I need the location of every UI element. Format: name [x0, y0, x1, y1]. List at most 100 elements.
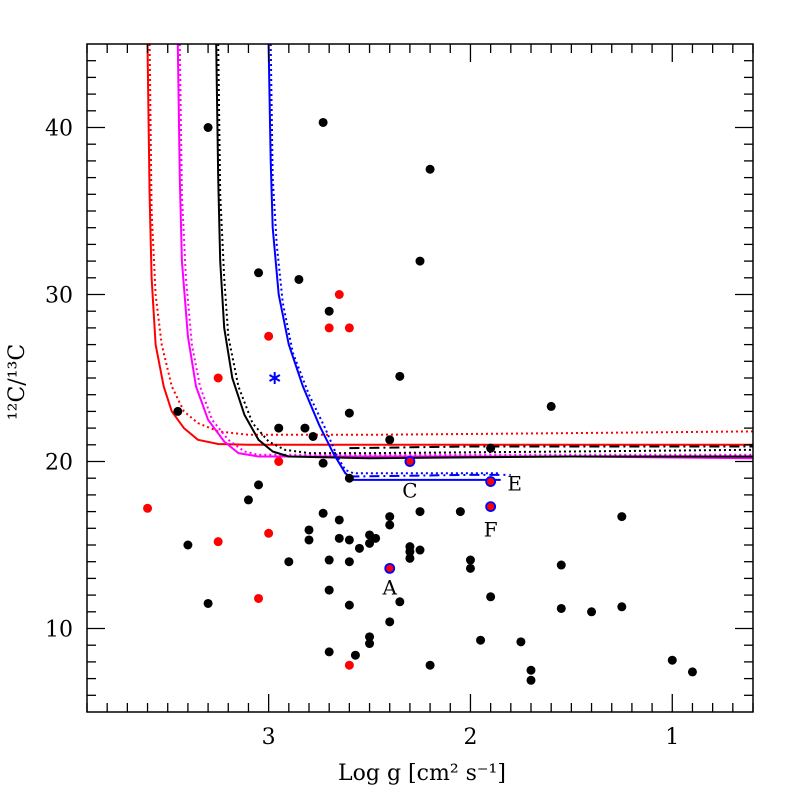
black-data-point [617, 602, 627, 612]
red-data-point [213, 373, 223, 383]
labelled-point-f [485, 501, 497, 512]
black-data-point [254, 268, 264, 278]
black-data-point [405, 553, 415, 563]
black-data-point [344, 535, 354, 545]
black-data-point [344, 473, 354, 483]
black-data-point [465, 555, 475, 565]
black-data-point [516, 637, 526, 647]
black-data-point [203, 598, 213, 608]
plot-border [86, 43, 754, 713]
labelled-point-c [404, 456, 416, 467]
black-data-point [556, 560, 566, 570]
y-tick-label: 10 [45, 618, 73, 643]
point-label-c: C [402, 479, 417, 503]
point-label-f: F [484, 518, 498, 542]
black-data-point [455, 507, 465, 517]
black-data-point [587, 607, 597, 617]
black-data-point [344, 600, 354, 610]
data-points [143, 117, 697, 685]
black-data-point [546, 401, 556, 411]
point-label-a: A [382, 575, 398, 599]
black-data-point [324, 555, 334, 565]
black-data-point [243, 495, 253, 505]
black-data-point [274, 423, 284, 433]
model-curve-red-model [146, 44, 753, 446]
model-curve-black-model-dash-dot- [349, 445, 753, 450]
labelled-point-a [384, 562, 396, 574]
black-data-point [324, 585, 334, 595]
y-tick-label: 20 [45, 451, 73, 476]
black-data-point [183, 540, 193, 550]
red-data-point [344, 323, 354, 333]
model-curve-blue-model-dotted- [269, 44, 501, 475]
model-curve-red-model-dotted- [148, 44, 753, 436]
x-tick-label: 2 [463, 725, 477, 750]
red-data-point [324, 323, 334, 333]
black-data-point [385, 435, 395, 445]
black-data-point [304, 525, 314, 535]
black-data-point [395, 597, 405, 607]
black-data-point [425, 164, 435, 174]
tick-labels: 3 2 1 10 20 30 40 [45, 117, 679, 751]
black-data-point [425, 660, 435, 670]
black-data-point [254, 480, 264, 490]
black-data-point [334, 515, 344, 525]
point-label-e: E [507, 472, 522, 496]
black-data-point [476, 635, 486, 645]
black-data-point [365, 538, 375, 548]
plot-frame [86, 43, 754, 713]
black-data-point [395, 371, 405, 381]
black-data-point [284, 557, 294, 567]
black-data-point [486, 443, 496, 453]
black-data-point [687, 667, 697, 677]
x-tick-label: 3 [262, 725, 276, 750]
black-data-point [318, 117, 328, 127]
black-data-point [667, 655, 677, 665]
point-annotations: A C EF [382, 472, 522, 600]
red-data-point [274, 457, 284, 466]
model-curve-blue-model [267, 44, 501, 481]
black-data-point [354, 543, 364, 553]
black-data-point [308, 431, 318, 441]
black-data-point [385, 512, 395, 522]
axis-ticks [86, 44, 754, 712]
black-data-point [294, 274, 304, 284]
black-data-point [324, 306, 334, 316]
red-data-point [344, 660, 354, 670]
red-data-point [264, 528, 274, 538]
black-data-point [415, 256, 425, 266]
red-data-point [264, 331, 274, 341]
y-tick-label: 40 [45, 117, 73, 142]
black-data-point [371, 533, 381, 543]
black-data-point [385, 617, 395, 627]
model-curve-blue-model-dash-dot- [349, 473, 511, 478]
model-curve-black-model [215, 44, 753, 460]
red-data-point [143, 503, 153, 513]
black-data-point [365, 632, 375, 642]
black-data-point [405, 547, 415, 557]
blue-asterisk-point [268, 372, 281, 384]
black-data-point [556, 603, 566, 613]
black-data-point [617, 512, 627, 522]
black-data-point [203, 123, 213, 132]
y-axis-label: ¹²C/¹³C [5, 344, 30, 420]
model-curve-black-model-dotted- [217, 44, 753, 455]
black-data-point [526, 675, 536, 685]
black-data-point [385, 520, 395, 530]
black-data-point [173, 406, 183, 416]
black-data-point [526, 665, 536, 675]
red-data-point [213, 537, 223, 547]
black-data-point [465, 563, 475, 573]
labelled-point-e [485, 476, 497, 487]
red-data-point [334, 290, 344, 299]
y-tick-label: 30 [45, 284, 73, 309]
red-data-point [254, 593, 264, 603]
black-data-point [334, 533, 344, 543]
black-data-point [415, 545, 425, 555]
black-data-point [300, 423, 310, 433]
model-curves [146, 44, 753, 481]
black-data-point [415, 507, 425, 517]
black-data-point [304, 535, 314, 545]
x-axis-label: Log g [cm² s⁻¹] [338, 761, 506, 786]
